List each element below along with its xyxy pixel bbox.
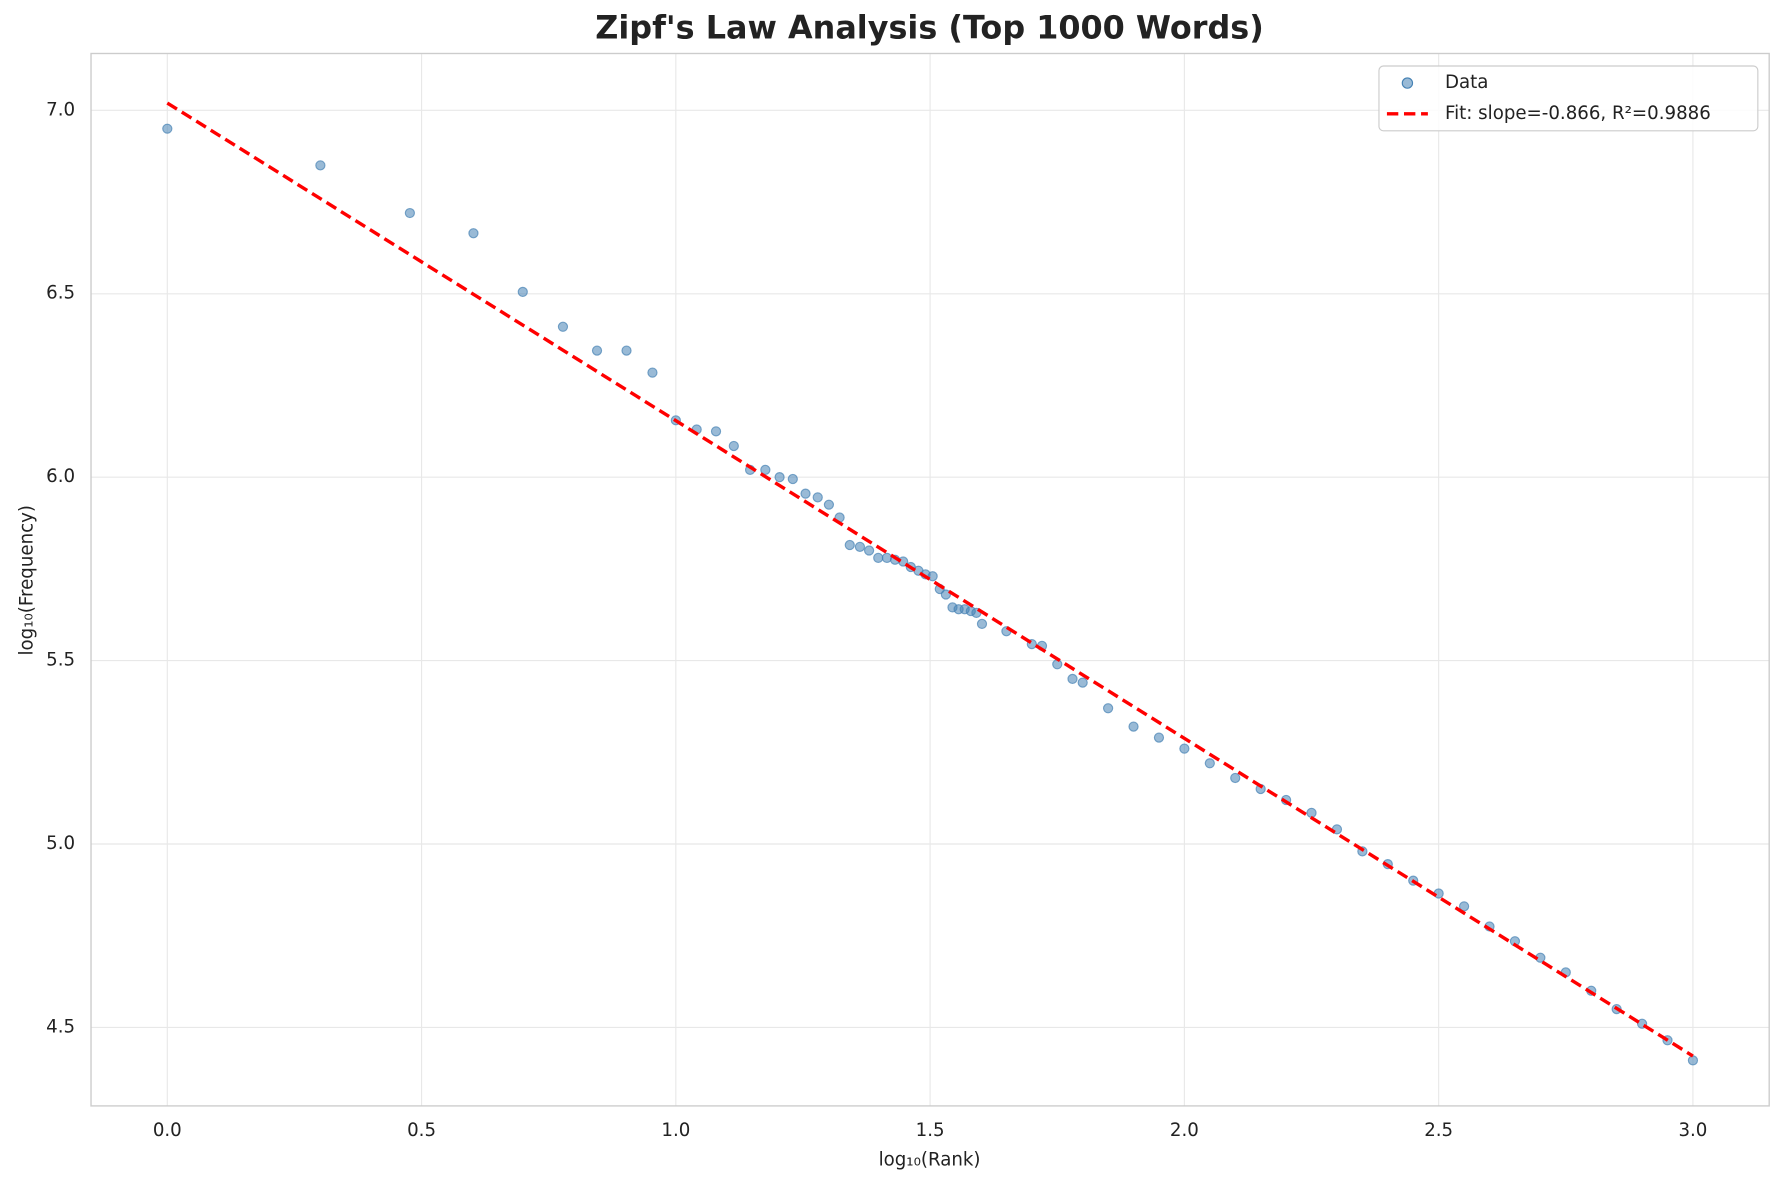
y-tick-label: 4.5 xyxy=(46,1016,75,1037)
data-point xyxy=(1102,703,1114,714)
data-point xyxy=(812,492,823,503)
data-point xyxy=(468,228,479,239)
y-tick-label: 6.0 xyxy=(46,466,75,487)
fit-line xyxy=(166,101,1694,1058)
data-point xyxy=(591,345,603,356)
data-point xyxy=(621,345,632,356)
data-point xyxy=(1179,743,1190,754)
data-point xyxy=(976,618,988,630)
data-point xyxy=(1052,659,1063,670)
data-point xyxy=(315,160,326,171)
data-point xyxy=(774,472,785,483)
data-point xyxy=(927,571,938,582)
data-point xyxy=(404,207,415,219)
data-point xyxy=(881,552,893,563)
data-point xyxy=(854,541,866,552)
data-point xyxy=(647,367,658,378)
x-tick-label: 1.5 xyxy=(916,1120,945,1141)
data-point xyxy=(1230,772,1241,784)
data-point xyxy=(162,123,173,134)
x-tick-label: 2.5 xyxy=(1424,1120,1453,1141)
y-tick-label: 5.0 xyxy=(46,833,75,854)
data-point xyxy=(760,464,771,475)
data-point xyxy=(1067,673,1078,685)
data-point xyxy=(844,539,855,551)
data-point xyxy=(787,473,798,485)
legend-label: Data xyxy=(1445,72,1488,93)
chart-title: Zipf's Law Analysis (Top 1000 Words) xyxy=(595,9,1263,47)
data-point xyxy=(940,589,951,600)
x-tick-label: 0.5 xyxy=(407,1120,436,1141)
legend-marker xyxy=(1401,77,1414,89)
data-point xyxy=(1077,677,1088,688)
x-axis-label: log₁₀(Rank) xyxy=(879,1150,981,1171)
y-tick-label: 7.0 xyxy=(46,99,75,120)
x-tick-label: 0.0 xyxy=(153,1120,182,1141)
x-tick-label: 2.0 xyxy=(1170,1120,1199,1141)
y-tick-label: 5.5 xyxy=(46,650,75,671)
data-point xyxy=(1306,807,1317,818)
data-point xyxy=(1128,721,1139,732)
x-tick-label: 1.0 xyxy=(661,1120,690,1141)
plot-frame xyxy=(90,52,1770,1107)
data-point xyxy=(728,440,739,452)
data-point xyxy=(823,499,835,510)
legend: Data Fit: slope=-0.866, R²=0.9886 xyxy=(1378,65,1759,132)
y-axis-label: log₁₀(Frequency) xyxy=(16,505,37,655)
data-point xyxy=(1204,758,1215,769)
data-point xyxy=(710,426,722,437)
data-point xyxy=(873,552,884,563)
x-tick-label: 3.0 xyxy=(1678,1120,1707,1141)
data-point xyxy=(517,286,528,298)
data-point xyxy=(1153,732,1165,743)
data-point xyxy=(863,545,875,556)
data-point xyxy=(800,488,811,499)
y-tick-label: 6.5 xyxy=(46,283,75,304)
data-point xyxy=(1687,1055,1699,1066)
data-point xyxy=(557,321,569,332)
legend-label: Fit: slope=-0.866, R²=0.9886 xyxy=(1445,103,1711,124)
legend-box xyxy=(1378,65,1759,132)
data-point xyxy=(1458,901,1470,912)
